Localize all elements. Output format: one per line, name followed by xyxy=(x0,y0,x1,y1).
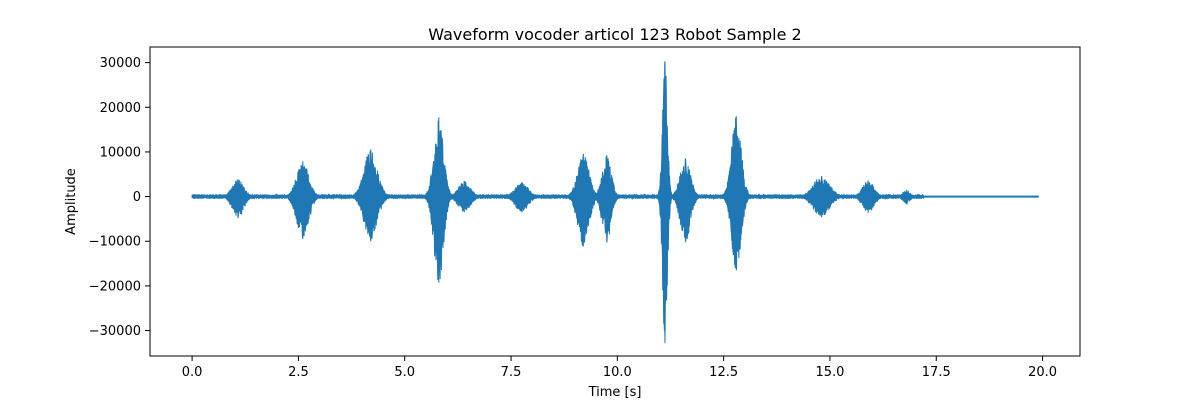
x-tick-label: 20.0 xyxy=(1028,365,1057,380)
y-tick-label: −30000 xyxy=(89,324,141,339)
x-tick-label: 17.5 xyxy=(922,365,951,380)
chart-title: Waveform vocoder articol 123 Robot Sampl… xyxy=(428,25,801,44)
y-axis: −30000 −20000 −10000 0 10000 20000 30000 xyxy=(89,56,150,339)
plot-frame xyxy=(149,46,1081,357)
x-axis-label: Time [s] xyxy=(588,385,642,400)
x-tick-label: 7.5 xyxy=(501,365,522,380)
x-tick-label: 12.5 xyxy=(709,365,738,380)
x-tick-label: 15.0 xyxy=(815,365,844,380)
waveform-series xyxy=(191,61,1039,344)
y-tick-label: 10000 xyxy=(100,145,141,160)
y-tick-label: −10000 xyxy=(89,235,141,250)
y-tick-label: 0 xyxy=(133,190,141,205)
x-axis: 0.0 2.5 5.0 7.5 10.0 12.5 15.0 17.5 20.0 xyxy=(182,356,1057,380)
x-tick-label: 2.5 xyxy=(288,365,309,380)
x-tick-label: 0.0 xyxy=(182,365,203,380)
y-tick-label: −20000 xyxy=(89,279,141,294)
y-axis-label: Amplitude xyxy=(64,168,79,235)
y-tick-label: 20000 xyxy=(100,101,141,116)
plot-area xyxy=(191,61,1039,344)
y-tick-label: 30000 xyxy=(100,56,141,71)
x-tick-label: 10.0 xyxy=(603,365,632,380)
x-tick-label: 5.0 xyxy=(394,365,415,380)
